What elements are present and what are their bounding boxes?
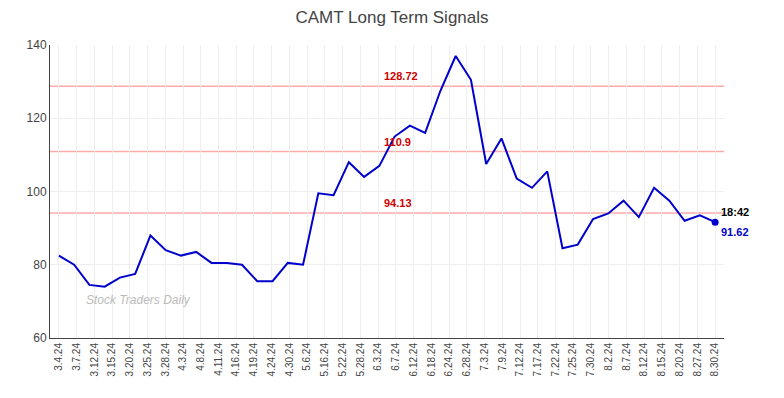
- svg-text:6.12.24: 6.12.24: [408, 343, 419, 377]
- svg-text:5.28.24: 5.28.24: [355, 343, 366, 377]
- svg-text:4.16.24: 4.16.24: [230, 343, 241, 377]
- svg-text:100: 100: [27, 185, 47, 199]
- svg-text:4.24.24: 4.24.24: [266, 343, 277, 377]
- svg-text:140: 140: [27, 38, 47, 52]
- svg-text:7.3.24: 7.3.24: [479, 343, 490, 371]
- svg-text:3.15.24: 3.15.24: [106, 343, 117, 377]
- svg-text:94.13: 94.13: [384, 197, 412, 209]
- svg-text:3.20.24: 3.20.24: [124, 343, 135, 377]
- svg-text:3.28.24: 3.28.24: [160, 343, 171, 377]
- svg-text:5.22.24: 5.22.24: [337, 343, 348, 377]
- svg-text:Stock Traders Daily: Stock Traders Daily: [86, 293, 191, 307]
- svg-text:3.7.24: 3.7.24: [71, 343, 82, 371]
- svg-text:6.7.24: 6.7.24: [390, 343, 401, 371]
- svg-text:80: 80: [33, 258, 47, 272]
- svg-text:7.9.24: 7.9.24: [497, 343, 508, 371]
- svg-text:5.6.24: 5.6.24: [301, 343, 312, 371]
- svg-text:8.20.24: 8.20.24: [674, 343, 685, 377]
- svg-text:8.27.24: 8.27.24: [692, 343, 703, 377]
- svg-text:7.17.24: 7.17.24: [532, 343, 543, 377]
- svg-text:7.30.24: 7.30.24: [585, 343, 596, 377]
- svg-text:CAMT Long Term Signals: CAMT Long Term Signals: [295, 8, 488, 27]
- svg-text:7.25.24: 7.25.24: [567, 343, 578, 377]
- svg-text:5.16.24: 5.16.24: [319, 343, 330, 377]
- svg-text:4.8.24: 4.8.24: [195, 343, 206, 371]
- svg-text:8.30.24: 8.30.24: [709, 343, 720, 377]
- svg-text:120: 120: [27, 111, 47, 125]
- svg-text:91.62: 91.62: [721, 226, 749, 238]
- svg-text:128.72: 128.72: [384, 70, 418, 82]
- svg-text:4.3.24: 4.3.24: [177, 343, 188, 371]
- svg-text:4.11.24: 4.11.24: [213, 343, 224, 376]
- svg-text:4.19.24: 4.19.24: [248, 343, 259, 377]
- svg-text:60: 60: [33, 331, 47, 345]
- svg-text:6.28.24: 6.28.24: [461, 343, 472, 377]
- svg-text:8.12.24: 8.12.24: [638, 343, 649, 377]
- svg-text:4.30.24: 4.30.24: [284, 343, 295, 377]
- svg-text:8.15.24: 8.15.24: [656, 343, 667, 377]
- svg-text:7.22.24: 7.22.24: [550, 343, 561, 377]
- svg-text:110.9: 110.9: [384, 136, 411, 148]
- svg-text:7.12.24: 7.12.24: [514, 343, 525, 377]
- svg-text:8.2.24: 8.2.24: [603, 343, 614, 371]
- svg-text:3.4.24: 3.4.24: [53, 343, 64, 371]
- svg-text:6.24.24: 6.24.24: [443, 343, 454, 377]
- svg-text:6.18.24: 6.18.24: [426, 343, 437, 377]
- svg-text:3.12.24: 3.12.24: [89, 343, 100, 377]
- svg-text:8.7.24: 8.7.24: [621, 343, 632, 371]
- svg-text:6.3.24: 6.3.24: [372, 343, 383, 371]
- svg-text:3.25.24: 3.25.24: [142, 343, 153, 377]
- svg-text:18:42: 18:42: [721, 206, 749, 218]
